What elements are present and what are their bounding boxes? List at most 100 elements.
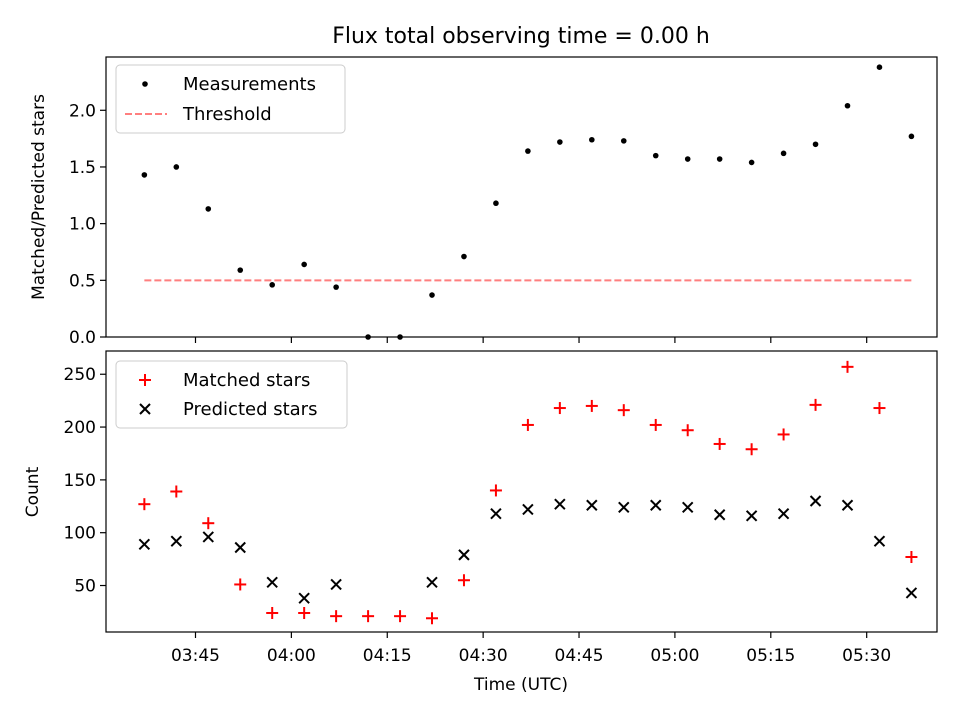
measurement-point (301, 261, 307, 268)
y-tick-label: 250 (64, 365, 96, 385)
predicted-stars-point (170, 535, 183, 547)
measurement-point (237, 267, 244, 273)
y-tick-label: 200 (64, 418, 96, 438)
matched-stars-point (617, 404, 630, 417)
predicted-stars-point (234, 541, 246, 554)
bottom-panel-y-axis: 50 100 150 200 250 (64, 365, 106, 597)
predicted-stars-point (554, 498, 566, 510)
legend-predicted-label: Predicted stars (183, 399, 317, 420)
predicted-stars-point (586, 499, 598, 511)
matched-stars-point (234, 578, 247, 591)
measurement-point (429, 292, 435, 298)
legend-matched-label: Matched stars (183, 370, 310, 391)
measurement-point (525, 148, 531, 154)
matched-stars-point (298, 606, 311, 619)
matched-stars-point (394, 610, 407, 623)
bottom-panel-y-axis-label: Count (23, 466, 43, 517)
x-tick-label: 05:15 (746, 646, 795, 666)
measurement-point (812, 141, 819, 148)
predicted-stars-point (426, 576, 438, 589)
y-tick-label: 150 (64, 471, 96, 491)
measurement-point (461, 253, 467, 260)
y-tick-label: 1.0 (69, 215, 96, 235)
y-tick-label: 100 (64, 524, 96, 544)
predicted-stars-point (458, 549, 470, 561)
predicted-stars-point (298, 592, 310, 604)
predicted-stars-point (138, 538, 151, 551)
predicted-stars-point (905, 587, 918, 599)
measurement-point (844, 102, 851, 109)
measurement-point (716, 156, 723, 162)
predicted-stars-point (266, 576, 278, 589)
measurement-point (908, 133, 915, 140)
x-tick-label: 03:45 (171, 646, 220, 666)
matched-stars-point (905, 550, 918, 563)
top-panel-frame (105, 56, 938, 338)
matched-stars-point (330, 610, 343, 623)
predicted-stars-point (618, 501, 630, 514)
bottom-panel-marks (138, 360, 918, 625)
matched-stars-point (266, 606, 279, 619)
x-tick-label: 04:30 (459, 646, 508, 666)
measurement-point (652, 152, 659, 159)
bottom-panel-x-axis-label: Time (UTC) (473, 675, 568, 695)
legend-matched-marker (139, 374, 151, 386)
x-tick-label: 05:00 (650, 646, 699, 666)
measurement-point (493, 200, 499, 207)
matched-stars-point (426, 612, 439, 625)
top-panel-x-axis (194, 337, 868, 343)
matched-stars-point (585, 399, 598, 412)
measurement-point (173, 164, 180, 170)
top-panel-marks (141, 64, 915, 340)
matched-stars-point (170, 485, 183, 498)
bottom-panel-x-axis: 03:45 04:00 04:15 04:30 04:45 05:00 05:15 05:30 (171, 632, 891, 666)
matched-stars-point (777, 428, 790, 441)
predicted-stars-point (202, 531, 214, 543)
x-tick-label: 04:15 (363, 646, 412, 666)
predicted-stars-point (681, 501, 694, 514)
measurement-point (780, 150, 787, 157)
matched-stars-point (202, 517, 215, 530)
bottom-panel-legend: Matched stars Predicted stars (115, 360, 348, 429)
predicted-stars-point (490, 507, 502, 520)
matched-stars-point (841, 360, 854, 373)
measurement-point (269, 282, 276, 288)
top-panel-legend-box (115, 64, 346, 134)
chart-title: Flux total observing time = 0.00 h (332, 24, 710, 49)
y-tick-label: 0.0 (69, 328, 96, 348)
measurement-point (205, 206, 212, 212)
predicted-stars-point (745, 510, 758, 522)
measurement-point (748, 159, 755, 166)
predicted-stars-point (873, 535, 886, 547)
matched-stars-point (362, 610, 375, 623)
top-panel: 0.00.51.01.52.0 Matched/Predicted stars … (29, 56, 938, 348)
predicted-stars-point (809, 495, 822, 507)
bottom-panel-frame (105, 350, 938, 633)
matched-stars-point (745, 443, 758, 456)
measurement-point (876, 64, 883, 71)
predicted-stars-point (841, 499, 854, 511)
predicted-stars-point (522, 503, 534, 516)
matched-stars-point (873, 402, 886, 415)
matched-stars-point (713, 437, 726, 450)
matched-stars-point (521, 418, 534, 431)
x-tick-label: 04:45 (555, 646, 604, 666)
y-tick-label: 2.0 (69, 101, 96, 121)
predicted-stars-point (330, 578, 342, 591)
x-tick-label: 05:30 (842, 646, 891, 666)
predicted-stars-point (713, 509, 726, 521)
measurement-point (141, 172, 148, 178)
measurement-point (589, 136, 595, 143)
measurement-point (684, 156, 691, 162)
predicted-stars-point (777, 507, 790, 520)
matched-stars-point (649, 418, 662, 431)
x-tick-label: 04:00 (267, 646, 316, 666)
measurement-point (333, 284, 339, 290)
y-tick-label: 1.5 (69, 158, 96, 178)
matched-stars-point (138, 498, 151, 511)
measurement-point (620, 138, 627, 144)
matched-stars-point (457, 574, 470, 587)
y-tick-label: 0.5 (69, 271, 96, 291)
top-panel-y-axis: 0.0 0.5 1.0 1.5 2.0 (69, 101, 106, 348)
legend-measurements-marker (142, 81, 148, 87)
